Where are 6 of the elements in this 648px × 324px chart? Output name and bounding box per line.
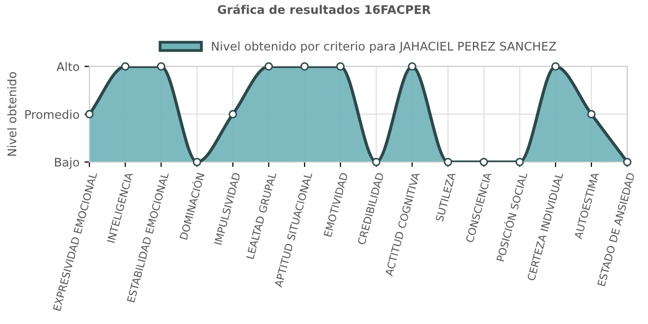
category-label: Alto [56,62,80,72]
category-label: Promedio [25,110,80,119]
chart-title: Gráfica de resultados 16FACPER [218,4,431,14]
category-label: Bajo [55,158,80,169]
legend-label: Nivel obtenido por criterio para JAHACIEL PEREZ SANCHEZ [212,42,556,53]
y-axis-title: Nivel obtenido [7,72,16,156]
